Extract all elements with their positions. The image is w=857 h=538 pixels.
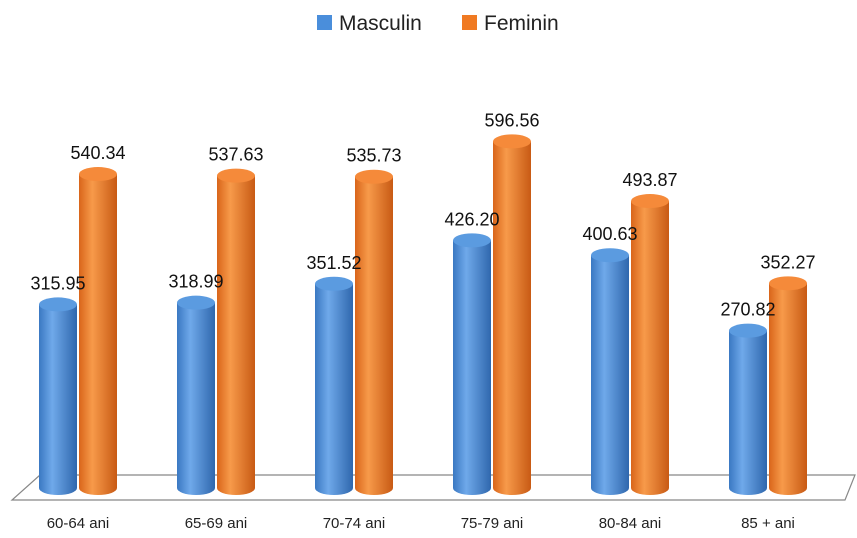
value-label-feminin-1: 537.63 bbox=[208, 145, 263, 165]
x-tick-label-2: 70-74 ani bbox=[323, 515, 386, 532]
bar-masculin-0 bbox=[39, 304, 77, 495]
value-label-masculin-2: 351.52 bbox=[306, 253, 361, 273]
value-label-masculin-4: 400.63 bbox=[582, 224, 637, 244]
bar-top-masculin-5 bbox=[729, 323, 767, 338]
bar-top-feminin-5 bbox=[769, 276, 807, 291]
bar-masculin-2 bbox=[315, 283, 353, 495]
bar-masculin-4 bbox=[591, 255, 629, 495]
chart-floor bbox=[10, 474, 856, 501]
x-tick-label-1: 65-69 ani bbox=[185, 515, 248, 532]
legend: Masculin Feminin bbox=[317, 12, 559, 35]
bar-masculin-5 bbox=[729, 330, 767, 495]
value-label-feminin-0: 540.34 bbox=[70, 143, 125, 163]
x-tick-labels: 60-64 ani 65-69 ani 70-74 ani 75-79 ani 80-8… bbox=[47, 515, 795, 532]
value-labels: 315.95 540.34 318.99 537.63 351.52 535.73 426.… bbox=[30, 110, 815, 319]
bar-top-masculin-2 bbox=[315, 276, 353, 291]
legend-swatch-masculin bbox=[317, 15, 332, 30]
value-label-masculin-5: 270.82 bbox=[720, 300, 775, 320]
bar-feminin-5 bbox=[769, 283, 807, 495]
bar-top-masculin-1 bbox=[177, 295, 215, 310]
value-label-masculin-1: 318.99 bbox=[168, 272, 223, 292]
value-label-masculin-3: 426.20 bbox=[444, 209, 499, 229]
bar-feminin-1 bbox=[217, 175, 255, 495]
bar-top-feminin-0 bbox=[79, 167, 117, 182]
bar-feminin-4 bbox=[631, 201, 669, 495]
x-tick-label-3: 75-79 ani bbox=[461, 515, 524, 532]
bar-top-feminin-2 bbox=[355, 169, 393, 184]
bar-top-feminin-4 bbox=[631, 194, 669, 209]
x-tick-label-0: 60-64 ani bbox=[47, 515, 110, 532]
bar-feminin-0 bbox=[79, 174, 117, 496]
legend-label-masculin: Masculin bbox=[339, 12, 422, 35]
bar-top-masculin-3 bbox=[453, 233, 491, 248]
bar-top-masculin-4 bbox=[591, 248, 629, 263]
bar-feminin-3 bbox=[493, 141, 531, 496]
bar-masculin-1 bbox=[177, 302, 215, 495]
value-label-feminin-3: 596.56 bbox=[484, 110, 539, 130]
value-label-feminin-4: 493.87 bbox=[622, 170, 677, 190]
bar-top-masculin-0 bbox=[39, 297, 77, 312]
x-tick-label-5: 85 + ani bbox=[741, 515, 795, 532]
bars bbox=[39, 134, 807, 496]
value-label-masculin-0: 315.95 bbox=[30, 273, 85, 293]
bar-feminin-2 bbox=[355, 176, 393, 495]
x-tick-label-4: 80-84 ani bbox=[599, 515, 662, 532]
value-label-feminin-2: 535.73 bbox=[346, 146, 401, 166]
bar-top-feminin-1 bbox=[217, 168, 255, 183]
bar-masculin-3 bbox=[453, 240, 491, 495]
legend-swatch-feminin bbox=[462, 15, 477, 30]
legend-label-feminin: Feminin bbox=[484, 12, 559, 35]
value-label-feminin-5: 352.27 bbox=[760, 252, 815, 272]
bar-top-feminin-3 bbox=[493, 134, 531, 149]
